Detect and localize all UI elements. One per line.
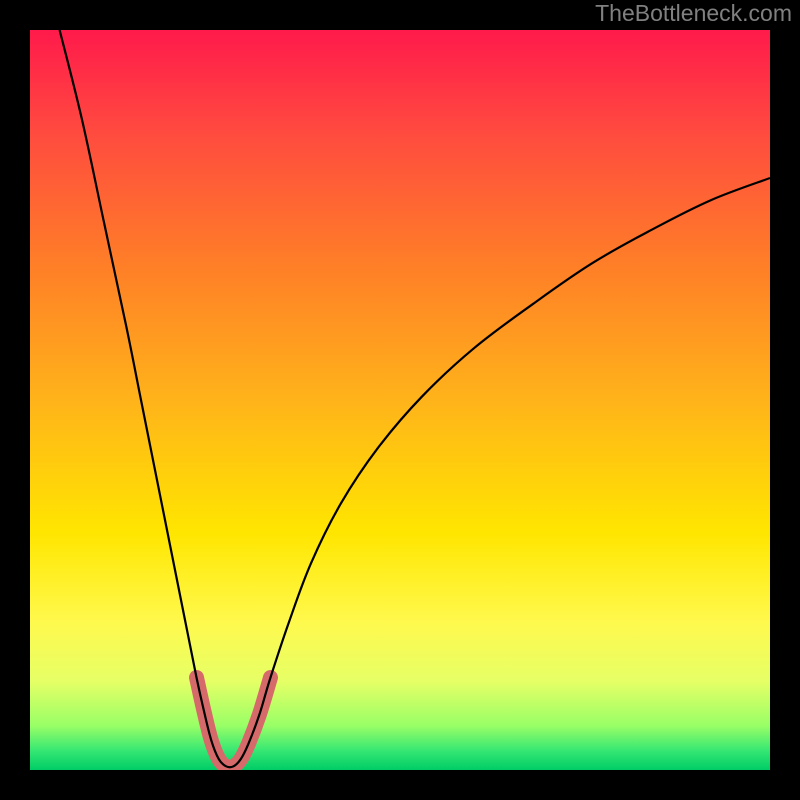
watermark-text: TheBottleneck.com [595,0,792,27]
figure-container: { "watermark": { "text": "TheBottleneck.… [0,0,800,800]
bottleneck-chart [0,0,800,800]
